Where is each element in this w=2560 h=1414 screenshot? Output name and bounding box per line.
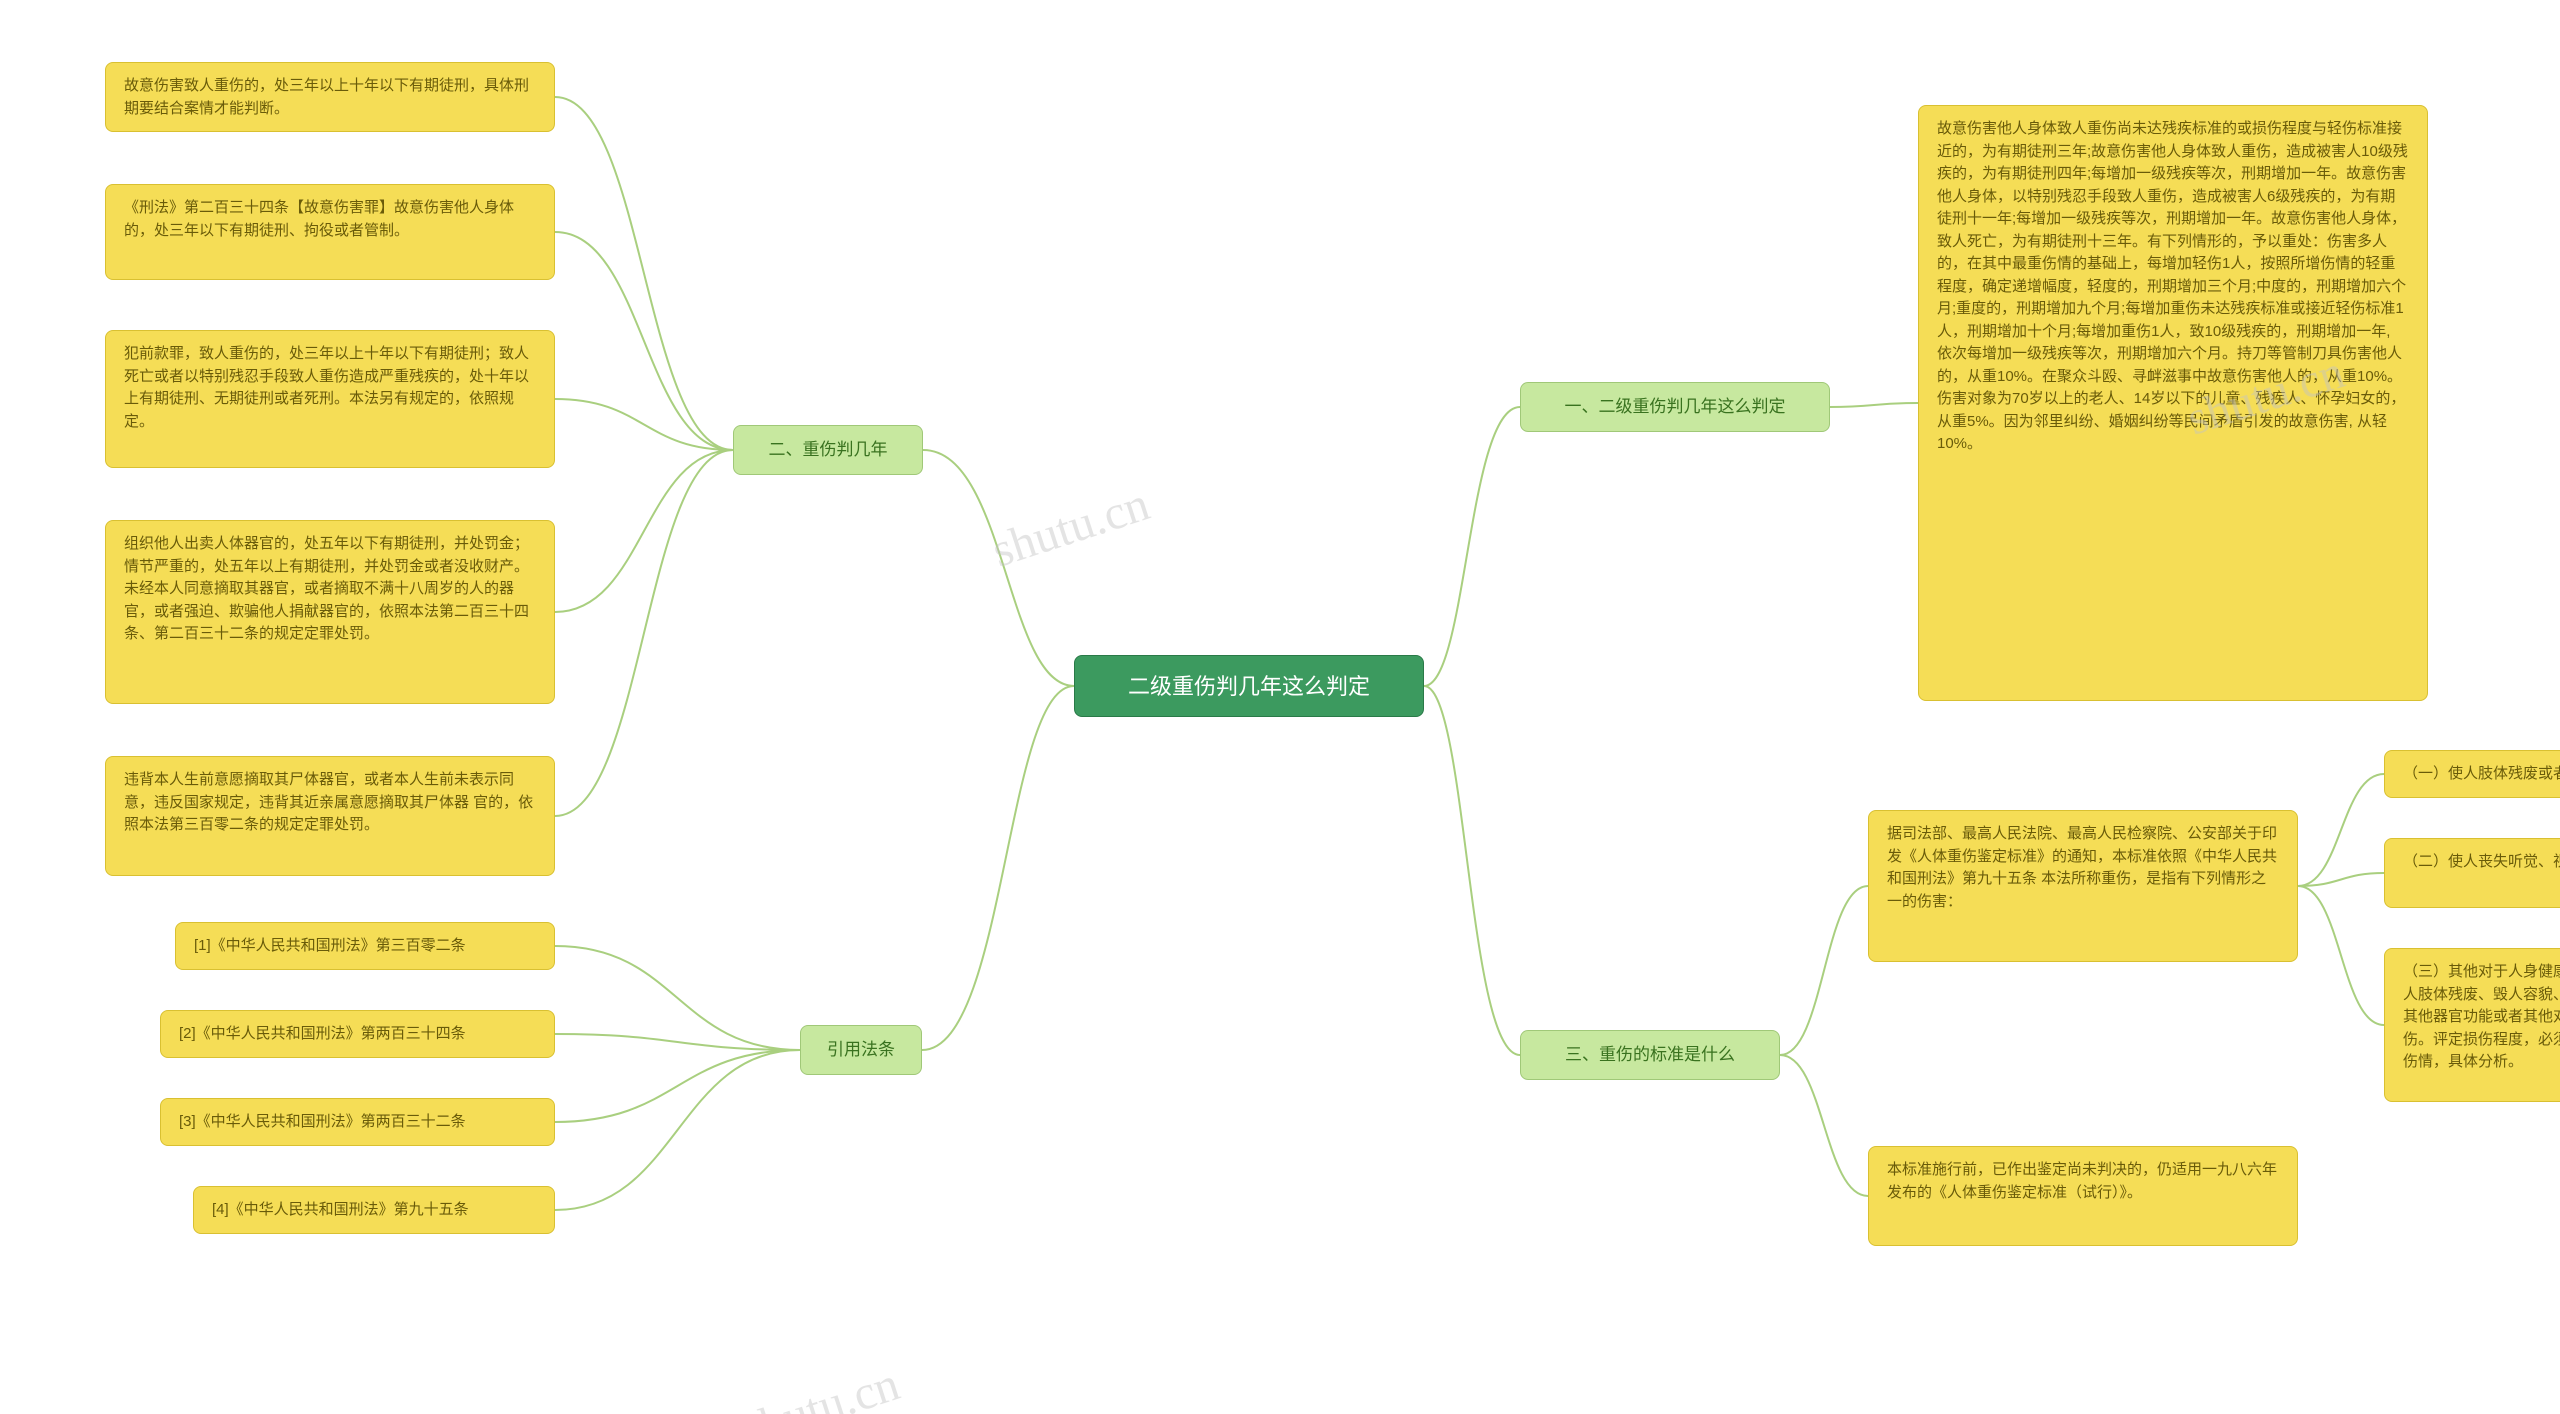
watermark: shutu.cn: [735, 1356, 905, 1414]
leaf-penalty-3: 犯前款罪，致人重伤的，处三年以上十年以下有期徒刑；致人死亡或者以特别残忍手段致人…: [105, 330, 555, 468]
leaf-penalty-5: 违背本人生前意愿摘取其尸体器官，或者本人生前未表示同意，违反国家规定，违背其近亲…: [105, 756, 555, 876]
watermark: shutu.cn: [985, 476, 1155, 578]
leaf-penalty-2: 《刑法》第二百三十四条【故意伤害罪】故意伤害他人身体的，处三年以下有期徒刑、拘役…: [105, 184, 555, 280]
leaf-law-4: [4]《中华人民共和国刑法》第九十五条: [193, 1186, 555, 1234]
leaf-standard-3: （三）其他对于人身健康有重大伤害的。重伤是指使人肢体残废、毁人容貌、丧失听觉、丧…: [2384, 948, 2560, 1102]
root-node: 二级重伤判几年这么判定: [1074, 655, 1424, 717]
branch-section-1: 一、二级重伤判几年这么判定: [1520, 382, 1830, 432]
leaf-standard-1: （一）使人肢体残废或者毁人容貌的；: [2384, 750, 2560, 798]
leaf-sentencing-detail: 故意伤害他人身体致人重伤尚未达残疾标准的或损伤程度与轻伤标准接近的，为有期徒刑三…: [1918, 105, 2428, 701]
leaf-standard-intro: 据司法部、最高人民法院、最高人民检察院、公安部关于印发《人体重伤鉴定标准》的通知…: [1868, 810, 2298, 962]
leaf-penalty-4: 组织他人出卖人体器官的，处五年以下有期徒刑，并处罚金；情节严重的，处五年以上有期…: [105, 520, 555, 704]
leaf-law-1: [1]《中华人民共和国刑法》第三百零二条: [175, 922, 555, 970]
leaf-standard-prior: 本标准施行前，已作出鉴定尚未判决的，仍适用一九八六年发布的《人体重伤鉴定标准（试…: [1868, 1146, 2298, 1246]
leaf-law-2: [2]《中华人民共和国刑法》第两百三十四条: [160, 1010, 555, 1058]
leaf-standard-2: （二）使人丧失听觉、视觉或者其他器官机能的；: [2384, 838, 2560, 908]
leaf-penalty-1: 故意伤害致人重伤的，处三年以上十年以下有期徒刑，具体刑期要结合案情才能判断。: [105, 62, 555, 132]
branch-section-2: 二、重伤判几年: [733, 425, 923, 475]
leaf-law-3: [3]《中华人民共和国刑法》第两百三十二条: [160, 1098, 555, 1146]
branch-section-3: 三、重伤的标准是什么: [1520, 1030, 1780, 1080]
branch-cited-laws: 引用法条: [800, 1025, 922, 1075]
